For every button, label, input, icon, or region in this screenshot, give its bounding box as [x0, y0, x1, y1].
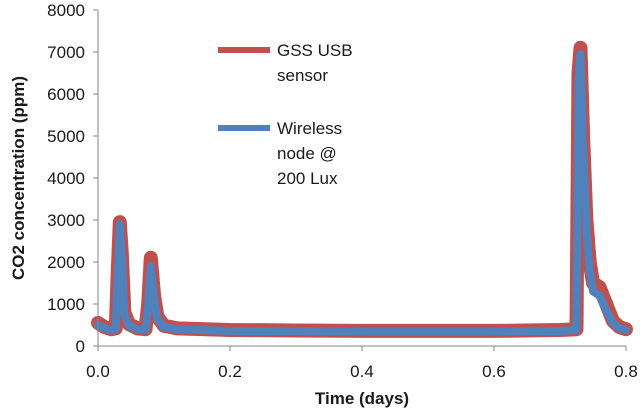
y-tick-label: 0: [76, 337, 85, 356]
series-line-2: [94, 50, 630, 336]
y-tick-label: 5000: [47, 127, 85, 146]
x-tick-label: 0.0: [86, 362, 110, 381]
plot-lines: [91, 40, 633, 338]
tick-labels: 0 1000 2000 3000 4000 5000 6000 7000 8000 0.0 0.2 0…: [47, 1, 638, 381]
y-tick-label: 3000: [47, 211, 85, 230]
legend-label-2: Wireless node @200 Lux: [277, 119, 342, 188]
y-tick-label: 8000: [47, 1, 85, 20]
y-tick-label: 1000: [47, 295, 85, 314]
x-tick-label: 0.2: [218, 362, 242, 381]
series-line-1: [91, 40, 633, 338]
y-tick-label: 4000: [47, 169, 85, 188]
x-tick-label: 0.4: [350, 362, 374, 381]
y-tick-label: 6000: [47, 85, 85, 104]
y-axis-title: CO2 concentration (ppm): [9, 76, 28, 280]
y-tick-label: 2000: [47, 253, 85, 272]
legend: GSS USB sensor Wireless node @200 Lux: [218, 41, 353, 188]
x-axis-title: Time (days): [315, 389, 409, 408]
x-tick-label: 0.8: [614, 362, 638, 381]
legend-label-1: GSS USB sensor: [277, 41, 353, 85]
x-tick-label: 0.6: [482, 362, 506, 381]
axes: [93, 9, 627, 351]
y-tick-label: 7000: [47, 43, 85, 62]
